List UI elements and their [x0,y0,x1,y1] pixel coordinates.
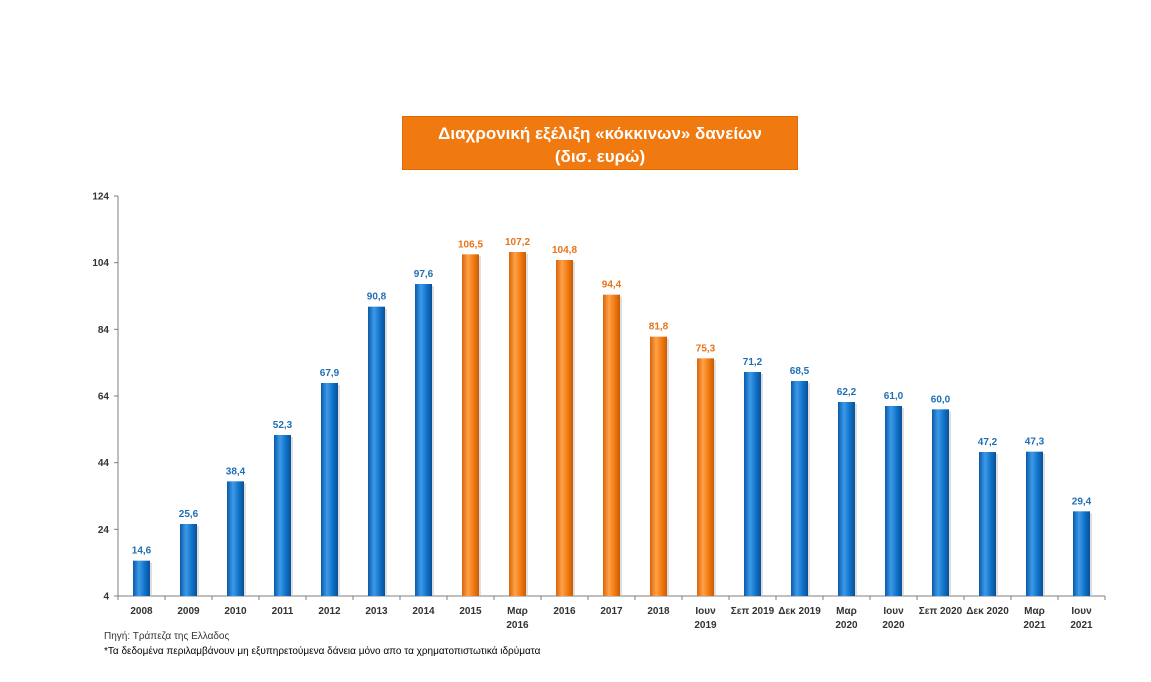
bar [838,402,855,596]
data-label: 60,0 [931,394,951,405]
chart-title-line1: Διαχρονική εξέλιξη «κόκκινων» δανείων [438,124,762,143]
x-tick-label: Μαρ [1024,606,1045,617]
x-tick-label: 2008 [130,606,153,617]
data-label: 47,2 [978,437,998,448]
bar [462,254,479,597]
x-tick-label: Σεπ 2019 [731,606,775,617]
x-tick-label: 2019 [694,620,717,631]
x-tick-label: Ιουν [883,606,904,617]
x-tick-label: 2014 [412,606,435,617]
bar [180,524,197,596]
x-tick-label: 2020 [882,620,905,631]
y-tick-label: 44 [98,458,110,469]
bar [744,372,761,596]
bar [603,294,620,596]
x-tick-label: 2021 [1023,620,1046,631]
bar [368,306,385,596]
y-tick-label: 4 [103,592,109,603]
chart-bars [133,252,1092,597]
bar [556,260,573,596]
x-tick-label: 2010 [224,606,247,617]
x-tick-label: 2009 [177,606,200,617]
y-tick-label: 84 [98,325,110,336]
chart-title: Διαχρονική εξέλιξη «κόκκινων» δανείων (δ… [402,116,798,170]
y-tick-label: 104 [92,258,109,269]
x-tick-label: 2013 [365,606,388,617]
x-tick-label: 2015 [459,606,482,617]
x-tick-label: Δεκ 2020 [966,606,1009,617]
chart-labels: 14,6 2008 25,6 2009 38,4 2010 52,3 2011 67,9 2012… [130,237,1093,631]
y-tick-label: 24 [98,525,110,536]
data-label: 75,3 [696,343,716,354]
x-tick-label: 2018 [647,606,670,617]
x-tick-label: 2012 [318,606,341,617]
data-label: 62,2 [837,387,857,398]
x-tick-label: Σεπ 2020 [919,606,963,617]
x-tick-label: Μαρ [836,606,857,617]
bar [321,383,338,596]
source-note: Πηγή: Τράπεζα της Ελλαδος [104,631,230,642]
bar [1026,451,1043,596]
chart-title-line2: (δισ. ευρώ) [554,147,646,166]
data-label: 61,0 [884,391,904,402]
y-tick-label: 64 [98,392,110,403]
data-label: 68,5 [790,366,810,377]
bar [415,284,432,596]
bar [1073,511,1090,596]
x-tick-label: 2011 [272,606,294,617]
x-tick-label: 2016 [506,620,529,631]
data-label: 104,8 [552,245,577,256]
data-label: 29,4 [1072,496,1092,507]
bar [885,406,902,596]
x-tick-label: Μαρ [507,606,528,617]
y-tick-label: 124 [92,192,109,203]
x-tick-label: Ιουν [695,606,716,617]
bar [932,409,949,596]
data-label: 67,9 [320,368,340,379]
bar [227,481,244,596]
x-tick-label: 2020 [835,620,858,631]
bar [979,452,996,596]
data-label: 94,4 [602,280,622,291]
x-tick-label: Δεκ 2019 [778,606,821,617]
data-label: 38,4 [226,466,246,477]
data-label: 14,6 [132,546,152,557]
bar [697,358,714,596]
bar [133,560,150,596]
data-label: 47,3 [1025,437,1045,448]
data-label: 97,6 [414,269,434,280]
x-tick-label: 2016 [553,606,576,617]
bar [274,435,291,596]
data-label: 107,2 [505,237,530,248]
x-tick-label: Ιουν [1071,606,1092,617]
bar [509,252,526,596]
data-label: 81,8 [649,322,669,333]
data-label: 71,2 [743,357,763,368]
x-tick-label: 2017 [600,606,623,617]
bar [791,381,808,596]
x-tick-label: 2021 [1070,620,1093,631]
data-label: 25,6 [179,509,199,520]
footnote: *Τα δεδομένα περιλαμβάνουν μη εξυπηρετού… [104,646,541,657]
data-label: 90,8 [367,292,387,303]
data-label: 52,3 [273,420,293,431]
data-label: 106,5 [458,239,483,250]
bar [650,336,667,596]
